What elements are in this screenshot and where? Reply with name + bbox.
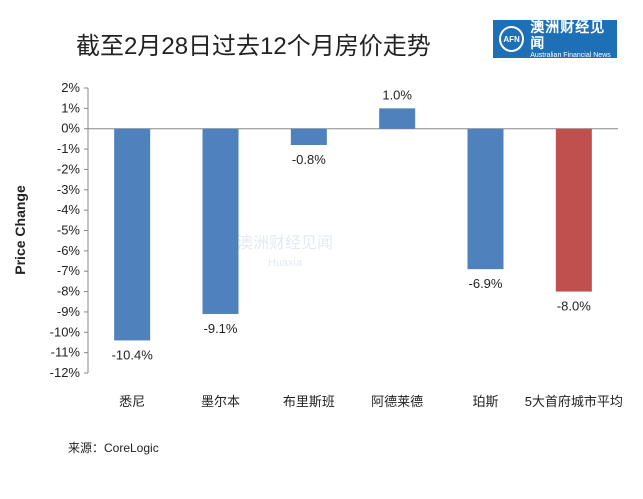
watermark-text: 澳洲财经见闻 <box>237 234 333 252</box>
y-tick-label: -8% <box>57 284 81 299</box>
bar-4 <box>379 108 416 129</box>
y-tick-label: 0% <box>61 121 80 136</box>
data-label: -10.4% <box>112 347 154 362</box>
data-label: -6.9% <box>469 276 503 291</box>
category-label: 5大首府城市平均 <box>525 394 623 409</box>
y-tick-label: -12% <box>50 365 81 380</box>
logo-name-en: Australian Financial News <box>530 51 611 59</box>
data-label: -8.0% <box>557 299 591 314</box>
chart-title: 截至2月28日过去12个月房价走势 <box>76 33 431 60</box>
logo-text: 澳洲财经见闻 Australian Financial News <box>530 19 617 60</box>
bar-6 <box>555 128 592 292</box>
brand-logo: AFN 澳洲财经见闻 Australian Financial News <box>493 19 617 60</box>
watermark-subtext: Huaxia <box>268 257 303 269</box>
data-label: 1.0% <box>382 87 412 102</box>
y-tick-label: 1% <box>61 100 80 115</box>
logo-name-cn: 澳洲财经见闻 <box>530 18 606 51</box>
bar-3 <box>290 128 327 145</box>
y-tick-label: -5% <box>57 223 81 238</box>
data-label: -0.8% <box>292 152 326 167</box>
y-tick-label: 2% <box>61 80 80 95</box>
y-tick-label: -2% <box>57 161 81 176</box>
y-tick-label: -6% <box>57 243 81 258</box>
source-note: 来源：CoreLogic <box>68 441 159 455</box>
y-tick-label: -1% <box>57 141 81 156</box>
bar-1 <box>114 128 151 341</box>
bar-2 <box>202 128 239 314</box>
y-tick-label: -11% <box>51 345 81 360</box>
category-label: 布里斯班 <box>283 394 335 409</box>
category-label: 阿德莱德 <box>371 394 423 409</box>
watermark: 澳洲财经见闻 Huaxia <box>237 234 333 269</box>
y-tick-label: -3% <box>57 182 81 197</box>
y-tick-label: -4% <box>57 202 81 217</box>
bar-5 <box>467 128 504 270</box>
y-tick-label: -7% <box>57 263 81 278</box>
y-tick-label: -10% <box>50 324 81 339</box>
category-label: 悉尼 <box>119 394 145 409</box>
category-label: 珀斯 <box>472 394 498 409</box>
data-label: -9.1% <box>204 321 238 336</box>
category-label: 墨尔本 <box>201 394 240 409</box>
afn-logo-icon: AFN <box>499 26 525 52</box>
y-axis-label: Price Change <box>12 185 28 275</box>
y-tick-label: -9% <box>57 304 81 319</box>
